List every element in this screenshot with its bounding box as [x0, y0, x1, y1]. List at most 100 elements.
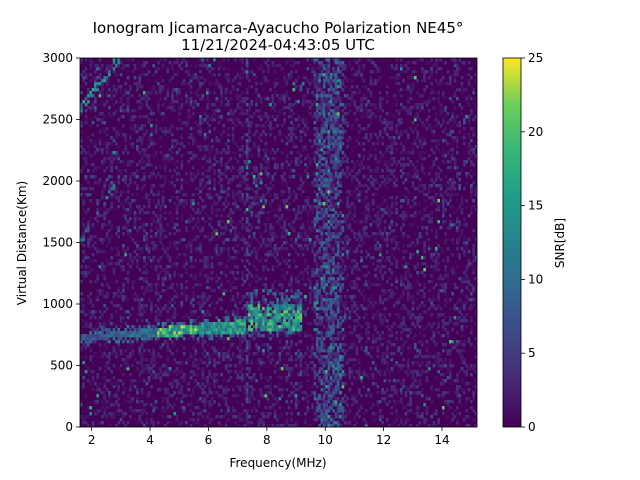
heatmap-cell: [234, 421, 237, 425]
heatmap-cell: [173, 379, 177, 383]
heatmap-cell: [80, 151, 83, 155]
heatmap-cell: [236, 145, 240, 149]
heatmap-cell: [257, 187, 261, 191]
heatmap-cell: [129, 217, 132, 221]
heatmap-cell: [222, 94, 226, 98]
heatmap-cell: [140, 409, 144, 413]
heatmap-cell: [182, 373, 186, 377]
heatmap-cell: [110, 262, 114, 266]
heatmap-cell: [208, 421, 212, 425]
heatmap-cell: [94, 241, 97, 245]
heatmap-cell: [124, 217, 128, 221]
heatmap-cell: [325, 262, 328, 266]
heatmap-cell: [154, 373, 158, 377]
heatmap-cell: [313, 307, 317, 311]
heatmap-cell: [147, 370, 151, 374]
heatmap-cell: [315, 250, 319, 254]
heatmap-cell: [189, 238, 193, 242]
heatmap-cell: [164, 229, 167, 233]
heatmap-cell: [276, 250, 279, 254]
heatmap-cell: [325, 280, 328, 284]
heatmap-cell: [84, 325, 88, 329]
heatmap-cell: [224, 328, 228, 332]
heatmap-cell: [315, 349, 319, 353]
heatmap-cell: [259, 373, 263, 377]
heatmap-cell: [203, 328, 207, 332]
heatmap-cell: [122, 244, 125, 248]
heatmap-cell: [196, 352, 200, 356]
heatmap-cell: [180, 202, 184, 206]
heatmap-cell: [327, 397, 331, 401]
heatmap-cell: [126, 229, 130, 233]
heatmap-cell: [87, 265, 90, 269]
heatmap-cell: [280, 412, 284, 416]
heatmap-cell: [175, 247, 179, 251]
heatmap-cell: [208, 64, 212, 68]
heatmap-cell: [248, 301, 251, 305]
heatmap-cell: [147, 298, 151, 302]
heatmap-cell: [325, 265, 328, 269]
heatmap-cell: [299, 349, 303, 353]
heatmap-cell: [157, 259, 160, 263]
heatmap-cell: [112, 376, 116, 380]
heatmap-cell: [108, 424, 111, 428]
heatmap-cell: [245, 172, 249, 176]
heatmap-cell: [84, 211, 88, 215]
heatmap-cell: [157, 421, 160, 425]
heatmap-cell: [166, 388, 170, 392]
heatmap-cell: [227, 67, 230, 71]
heatmap-cell: [292, 259, 296, 263]
heatmap-cell: [129, 181, 132, 185]
heatmap-cell: [224, 199, 228, 203]
heatmap-cell: [140, 355, 144, 359]
heatmap-cell: [306, 235, 310, 239]
heatmap-cell: [117, 199, 121, 203]
heatmap-cell: [248, 319, 251, 323]
heatmap-cell: [238, 358, 242, 362]
heatmap-cell: [297, 400, 300, 404]
heatmap-cell: [306, 88, 310, 92]
heatmap-cell: [313, 370, 317, 374]
heatmap-cell: [117, 235, 121, 239]
heatmap-cell: [122, 259, 125, 263]
heatmap-cell: [259, 340, 263, 344]
heatmap-cell: [322, 151, 326, 155]
heatmap-cell: [175, 73, 179, 77]
heatmap-cell: [227, 187, 230, 191]
heatmap-cell: [129, 259, 132, 263]
heatmap-cell: [196, 385, 200, 389]
heatmap-cell: [138, 334, 142, 338]
heatmap-cell: [168, 61, 172, 65]
heatmap-cell: [129, 352, 132, 356]
heatmap-cell: [264, 244, 268, 248]
heatmap-cell: [131, 352, 135, 356]
heatmap-cell: [283, 100, 286, 104]
heatmap-cell: [318, 133, 321, 137]
heatmap-cell: [315, 103, 319, 107]
heatmap-cell: [119, 106, 123, 110]
heatmap-cell: [147, 163, 151, 167]
heatmap-cell: [84, 274, 88, 278]
heatmap-cell: [196, 337, 200, 341]
heatmap-cell: [294, 238, 298, 242]
heatmap-cell: [208, 154, 212, 158]
heatmap-cell: [304, 334, 307, 338]
heatmap-cell: [196, 88, 200, 92]
heatmap-cell: [224, 331, 228, 335]
heatmap-cell: [325, 172, 328, 176]
heatmap-cell: [94, 142, 97, 146]
heatmap-cell: [255, 274, 258, 278]
heatmap-cell: [311, 343, 314, 347]
heatmap-cell: [257, 175, 261, 179]
heatmap-cell: [245, 199, 249, 203]
heatmap-cell: [287, 313, 291, 317]
heatmap-cell: [264, 298, 268, 302]
heatmap-cell: [80, 238, 83, 242]
heatmap-cell: [248, 136, 251, 140]
heatmap-cell: [322, 139, 326, 143]
heatmap-cell: [306, 121, 310, 125]
heatmap-cell: [290, 160, 293, 164]
heatmap-cell: [112, 385, 116, 389]
heatmap-cell: [271, 106, 275, 110]
heatmap-cell: [273, 214, 277, 218]
